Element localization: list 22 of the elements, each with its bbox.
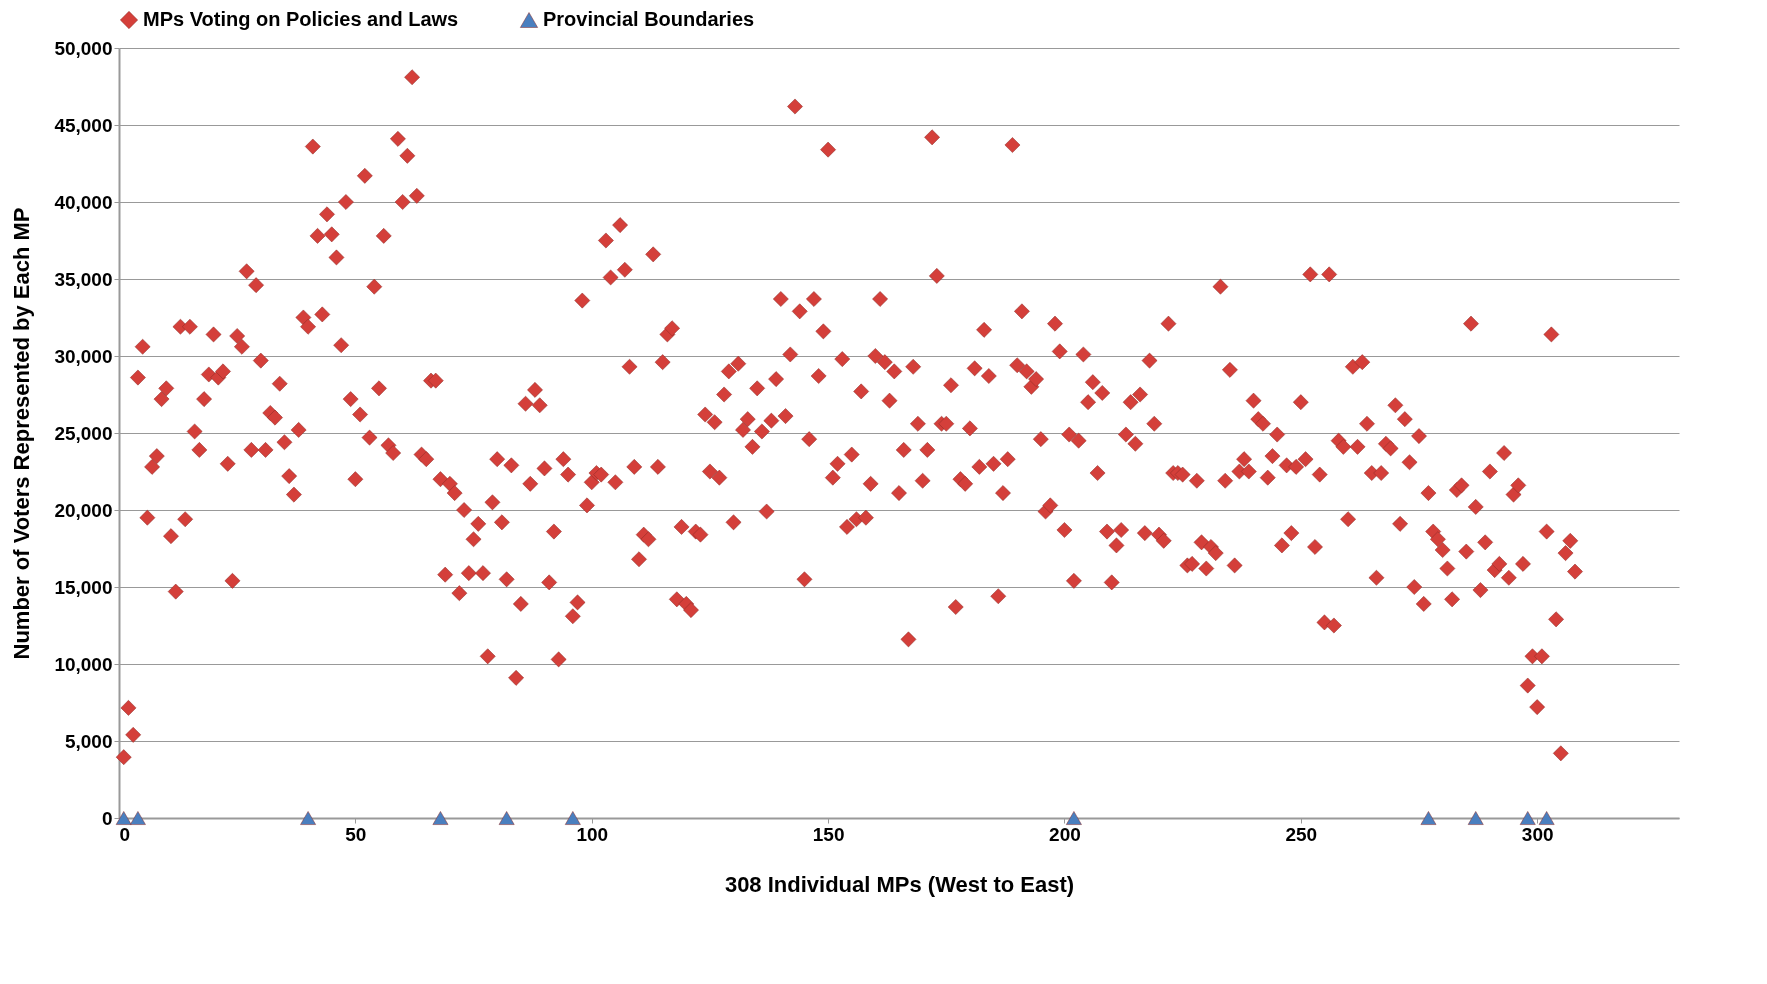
x-tick-label: 300 — [1521, 823, 1554, 845]
x-tick-label: 0 — [119, 823, 131, 845]
y-axis-title: Number of Voters Represented by Each MP — [9, 207, 35, 660]
x-tick-label: 50 — [345, 823, 367, 845]
y-tick-label: 20,000 — [54, 499, 113, 521]
y-tick-label: 50,000 — [54, 37, 113, 59]
y-tick-label: 25,000 — [54, 422, 113, 444]
y-tick-label: 15,000 — [54, 576, 113, 598]
y-tick-label: 30,000 — [54, 345, 113, 367]
y-tick-label: 0 — [101, 807, 113, 829]
y-tick-label: 40,000 — [54, 191, 113, 213]
legend-label: MPs Voting on Policies and Laws — [143, 8, 459, 30]
x-tick-label: 150 — [812, 823, 845, 845]
x-tick-label: 250 — [1285, 823, 1318, 845]
x-tick-label: 200 — [1049, 823, 1081, 845]
x-tick-label: 100 — [576, 823, 609, 845]
x-axis-title: 308 Individual MPs (West to East) — [724, 871, 1075, 897]
legend-label: Provincial Boundaries — [543, 8, 755, 30]
y-tick-label: 45,000 — [54, 114, 113, 136]
y-tick-label: 35,000 — [54, 268, 113, 290]
y-tick-label: 5,000 — [64, 730, 113, 752]
y-tick-label: 10,000 — [54, 653, 113, 675]
